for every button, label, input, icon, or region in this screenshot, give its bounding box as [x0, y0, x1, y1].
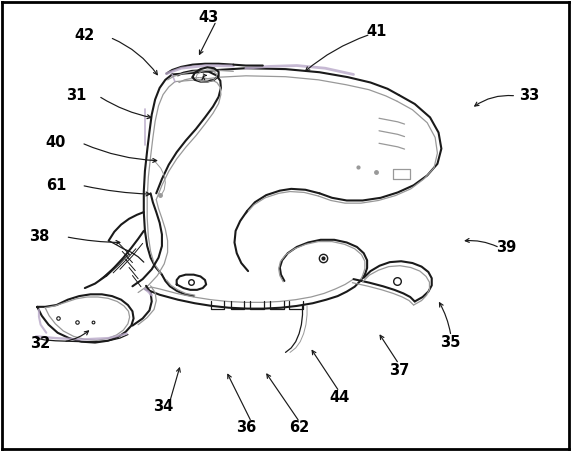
Text: 61: 61 — [46, 178, 66, 193]
Text: 39: 39 — [496, 240, 517, 255]
Text: 44: 44 — [329, 390, 349, 405]
Text: 43: 43 — [199, 10, 219, 25]
Text: 42: 42 — [74, 28, 94, 43]
Text: 32: 32 — [30, 336, 51, 351]
Text: 33: 33 — [519, 88, 540, 103]
Text: 41: 41 — [366, 23, 387, 39]
Text: 40: 40 — [46, 135, 66, 150]
Text: 36: 36 — [236, 420, 256, 435]
Text: 34: 34 — [154, 399, 174, 414]
Text: 37: 37 — [389, 363, 409, 378]
Text: 38: 38 — [29, 229, 49, 244]
Text: 62: 62 — [289, 420, 310, 435]
Text: 35: 35 — [440, 335, 460, 350]
Text: 31: 31 — [66, 88, 86, 103]
